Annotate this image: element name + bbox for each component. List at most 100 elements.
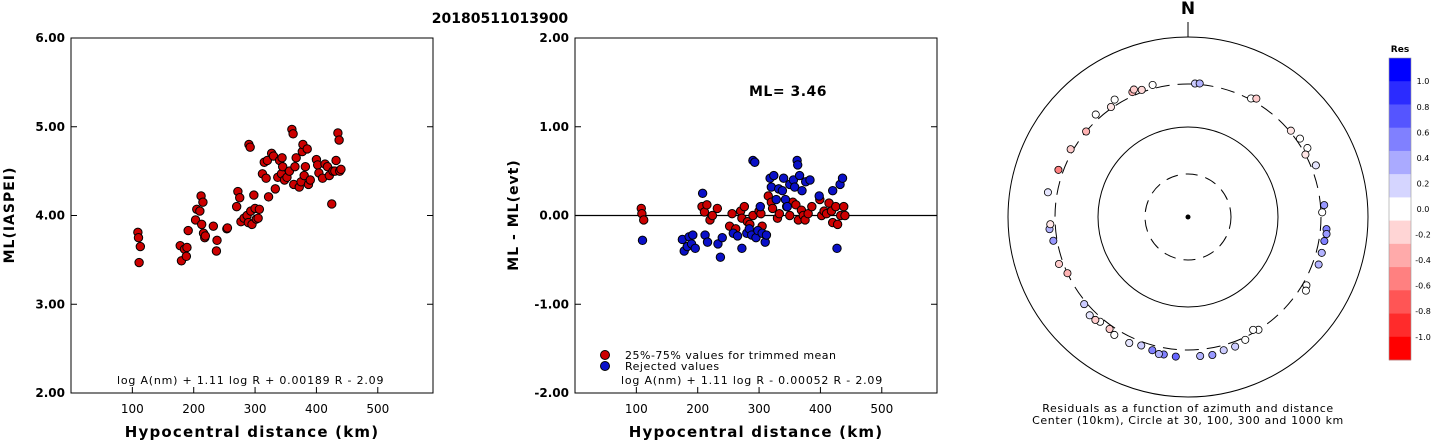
colorbar-tick-label: -0.6 [1415,282,1431,291]
data-point [331,155,341,166]
colorbar-title: Res [1391,45,1409,55]
data-point [732,231,743,241]
map-caption-line1: Residuals as a function of azimuth and d… [1042,402,1333,415]
figure-title: 20180511013900 [432,11,569,27]
data-points [133,124,346,268]
data-point [208,221,219,231]
colorbar-cells [1389,58,1411,361]
data-point [761,230,772,240]
data-point [832,243,842,254]
station-residual-point [1110,330,1119,339]
station-residual-point [1129,85,1138,94]
data-point [831,201,841,212]
x-axis-label: Hypocentral distance (km) [125,423,380,441]
data-point [690,243,700,254]
epicenter-dot [1185,214,1191,220]
x-axis-ticks: 100 200 300 400 500 [625,387,893,416]
map-caption-line2: Center (10km), Circle at 30, 100, 300 an… [1032,414,1344,427]
station-residual-point [1320,237,1329,246]
data-point [182,242,192,253]
station-residual-point [1318,208,1327,217]
magnitude-distance-plot: 100 200 300 400 500 2.00 3.00 4.00 5.00 6.00 log… [2,31,434,441]
data-point [702,200,712,210]
data-point [133,232,144,243]
station-residual-point [1110,95,1119,104]
colorbar-tick-label: -0.4 [1415,256,1431,265]
x-tick-label: 500 [870,402,893,416]
data-point [235,193,245,203]
colorbar-frame [1388,57,1412,361]
colorbar-tick-labels: 1.0 0.8 0.6 0.4 0.2 0.0 -0.2 -0.4 -0.6 -0.8 -1.0 [1415,77,1431,342]
colorbar-tick-label: 1.0 [1417,77,1430,86]
data-point [712,203,723,214]
y-tick-label: 3.00 [35,297,65,311]
data-point [222,223,233,233]
x-tick-label: 200 [686,402,709,416]
data-point [639,215,649,225]
colorbar-cell [1389,197,1411,221]
data-point [183,225,193,236]
station-residual-point [1137,341,1146,350]
data-point [135,241,146,252]
ring-1000km [1007,36,1369,398]
station-residual-point [1125,338,1134,347]
data-point [789,182,800,192]
data-point [334,135,344,145]
azimuth-residual-map: N Residuals as a function of azimuth and… [1007,0,1369,427]
ring-100km [1097,126,1279,308]
data-point [777,185,788,196]
station-residual-point [1082,127,1091,136]
station-residual-point [1148,346,1157,355]
station-residual-point [1043,188,1052,197]
station-residual-point [1252,94,1261,103]
colorbar-tick-label: -0.2 [1415,231,1431,240]
data-point [791,200,801,210]
colorbar-cell [1389,267,1411,291]
data-point [336,164,346,175]
station-residual-point [1314,260,1323,269]
x-axis-label: Hypocentral distance (km) [629,423,884,441]
data-point [839,201,849,212]
station-residual-point [1154,350,1163,359]
data-point [840,210,850,221]
y-tick-label: 6.00 [35,31,65,45]
station-residual-point [1148,80,1157,89]
colorbar-cell [1389,150,1411,175]
data-point [200,231,211,241]
station-residual-point [1105,324,1114,333]
colorbar-cell [1389,336,1411,361]
data-point [785,210,795,221]
data-point [782,201,792,212]
legend-label-trimmed: 25%-75% values for trimmed mean [625,349,837,362]
station-residual-point [1054,165,1063,174]
x-axis-ticks: 100 200 300 400 500 [121,387,389,416]
x-tick-label: 400 [809,402,832,416]
data-point [305,175,315,185]
data-point [767,203,778,214]
residual-distance-plot: 100 200 300 400 500 -2.00 -1.00 0.00 1.00 2.00 M… [506,31,938,441]
data-point [195,206,205,216]
colorbar-cell [1389,220,1411,245]
data-point [793,160,803,170]
ml-value: 3.46 [790,84,827,100]
data-point [794,170,805,181]
data-point [290,161,300,172]
station-residual-point [1317,248,1326,257]
y-tick-label: 4.00 [35,209,65,223]
data-point [727,209,737,219]
colorbar-cell [1389,58,1411,82]
station-residual-point [1137,85,1146,94]
residual-colorbar: Res 1.0 0.8 0.6 0.4 0.2 0.0 -0.2 -0.4 -0.6 -0.8 -1… [1388,45,1431,361]
colorbar-tick-label: -1.0 [1415,333,1431,342]
station-residual-point [1091,315,1100,324]
data-point [254,204,265,214]
colorbar-tick-label: 0.0 [1417,205,1430,214]
station-residual-point [1219,346,1228,355]
data-point [302,144,312,154]
data-point [211,246,222,256]
data-point [778,173,789,183]
x-tick-label: 100 [625,402,648,416]
y-axis-ticks: -2.00 -1.00 0.00 1.00 2.00 [534,31,937,400]
data-point [198,197,208,207]
station-residual-point [1046,220,1055,229]
